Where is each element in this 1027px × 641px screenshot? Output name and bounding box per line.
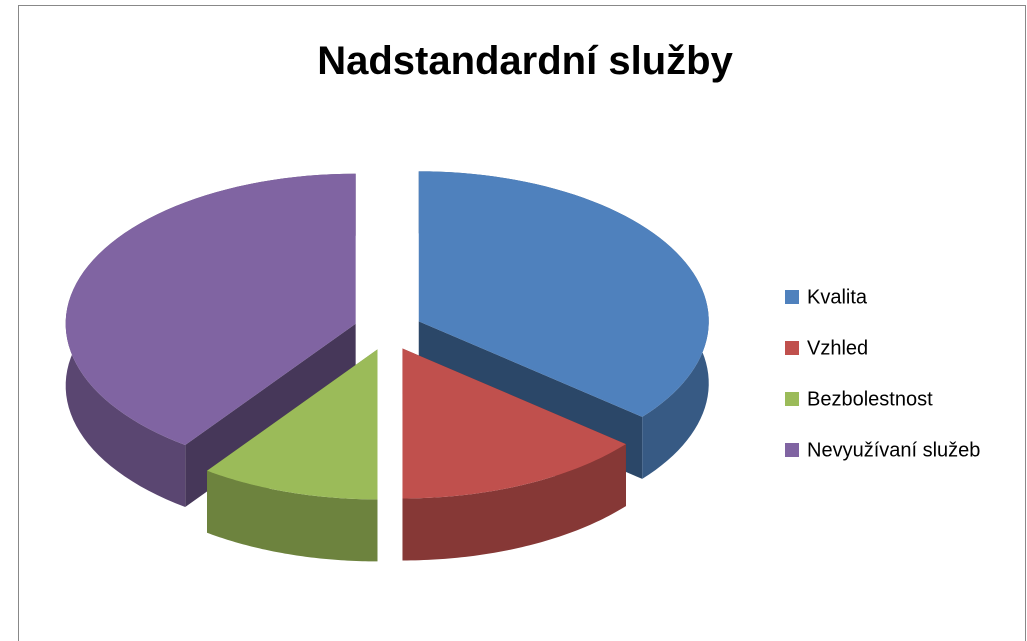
legend-swatch [785, 392, 799, 406]
pie-slice [418, 171, 709, 417]
pie-slice [65, 173, 356, 446]
legend-label: Bezbolestnost [807, 388, 933, 410]
legend-swatch [785, 443, 799, 457]
pie-slice [402, 348, 626, 499]
slice-side [207, 470, 378, 562]
slice-side [402, 444, 626, 561]
chart-title: Nadstandardní služby [317, 39, 733, 83]
slice [402, 348, 626, 561]
legend-label: Nevyužívaní služeb [807, 439, 980, 461]
pie-slice [207, 349, 378, 500]
legend-swatch [785, 341, 799, 355]
slice [207, 349, 378, 562]
legend-swatch [785, 290, 799, 304]
legend-label: Vzhled [807, 337, 868, 359]
legend-label: Kvalita [807, 286, 868, 308]
